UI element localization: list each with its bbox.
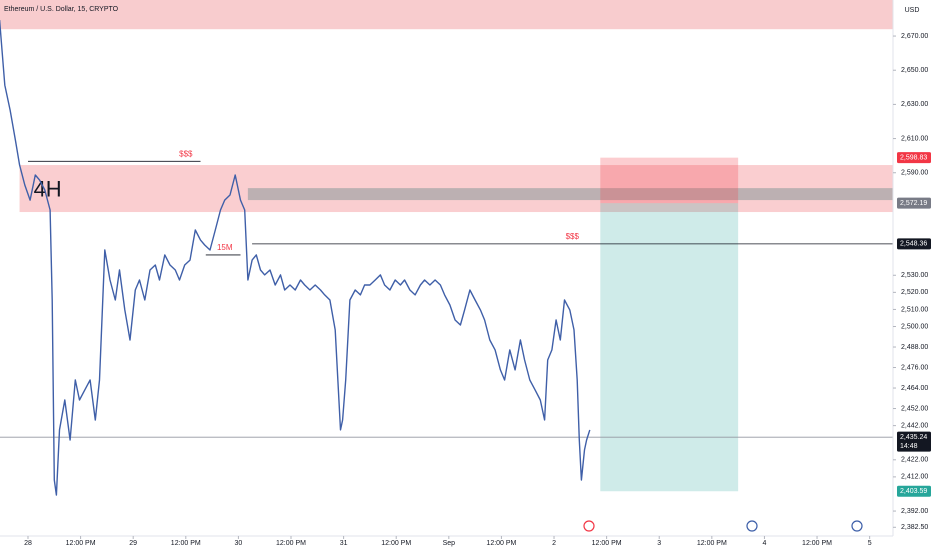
y-tick-label: 2,510.00 bbox=[901, 306, 928, 313]
price-badge-label: 2,598.83 bbox=[900, 154, 927, 161]
x-tick-label: 12:00 PM bbox=[592, 540, 622, 547]
stop-area bbox=[600, 157, 739, 204]
level-label: $$$ bbox=[179, 149, 193, 158]
y-tick-label: 2,630.00 bbox=[901, 101, 928, 108]
y-tick-label: 2,488.00 bbox=[901, 344, 928, 351]
level-label: $$$ bbox=[566, 232, 580, 241]
price-badge-label: 2,548.36 bbox=[900, 241, 927, 248]
y-tick-label: 2,442.00 bbox=[901, 422, 928, 429]
price-badge bbox=[897, 152, 931, 164]
y-tick-label: 2,670.00 bbox=[901, 33, 928, 40]
y-tick-label: 2,382.50 bbox=[901, 524, 928, 531]
zone bbox=[0, 0, 893, 30]
y-tick-label: 2,500.00 bbox=[901, 323, 928, 330]
price-badge bbox=[897, 197, 931, 209]
x-tick-label: 5 bbox=[868, 540, 872, 547]
price-badge bbox=[897, 431, 931, 452]
x-tick-label: 30 bbox=[235, 540, 243, 547]
y-tick-label: 2,610.00 bbox=[901, 135, 928, 142]
target-area bbox=[600, 203, 739, 492]
price-badge-sublabel: 14:48 bbox=[900, 443, 918, 450]
x-tick-label: 4 bbox=[762, 540, 766, 547]
y-tick-label: 2,590.00 bbox=[901, 170, 928, 177]
y-tick-label: 2,412.00 bbox=[901, 474, 928, 481]
y-tick-label: 2,476.00 bbox=[901, 364, 928, 371]
chart-title: Ethereum / U.S. Dollar, 15, CRYPTO bbox=[4, 6, 119, 13]
price-badge bbox=[897, 485, 931, 497]
y-tick-label: 2,650.00 bbox=[901, 67, 928, 74]
x-tick-label: 12:00 PM bbox=[381, 540, 411, 547]
x-tick-label: 31 bbox=[340, 540, 348, 547]
level-label: 15M bbox=[217, 243, 233, 252]
zone-label: 4H bbox=[34, 176, 62, 201]
y-tick-label: 2,520.00 bbox=[901, 289, 928, 296]
event-icon bbox=[583, 520, 595, 532]
price-badge-label: 2,403.59 bbox=[900, 488, 927, 495]
price-axis bbox=[893, 0, 932, 550]
x-tick-label: 12:00 PM bbox=[697, 540, 727, 547]
price-line bbox=[0, 19, 591, 496]
x-tick-label: 28 bbox=[24, 540, 32, 547]
x-tick-label: 12:00 PM bbox=[66, 540, 96, 547]
x-tick-label: 3 bbox=[657, 540, 661, 547]
x-tick-label: Sep bbox=[443, 540, 456, 547]
price-badge-label: 2,572.19 bbox=[900, 200, 927, 207]
x-tick-label: 12:00 PM bbox=[486, 540, 516, 547]
y-tick-label: 2,530.00 bbox=[901, 272, 928, 279]
x-tick-label: 12:00 PM bbox=[171, 540, 201, 547]
currency-label: USD bbox=[905, 7, 920, 14]
y-tick-label: 2,452.00 bbox=[901, 405, 928, 412]
zone bbox=[247, 188, 893, 201]
price-badge-label: 2,435.24 bbox=[900, 434, 927, 441]
event-icon bbox=[851, 520, 863, 532]
x-tick-label: 29 bbox=[129, 540, 137, 547]
price-badge bbox=[897, 238, 931, 250]
y-tick-label: 2,392.00 bbox=[901, 508, 928, 515]
x-tick-label: 2 bbox=[552, 540, 556, 547]
x-tick-label: 12:00 PM bbox=[276, 540, 306, 547]
event-icon bbox=[746, 520, 758, 532]
y-tick-label: 2,464.00 bbox=[901, 385, 928, 392]
x-tick-label: 12:00 PM bbox=[802, 540, 832, 547]
y-tick-label: 2,422.00 bbox=[901, 457, 928, 464]
